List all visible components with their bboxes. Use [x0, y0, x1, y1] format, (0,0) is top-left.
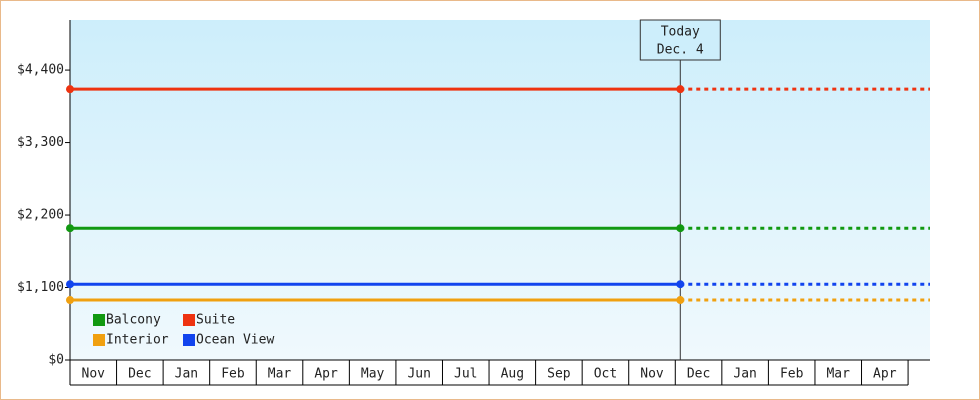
x-tick-label: Sep	[547, 367, 571, 382]
x-tick-label: Jun	[407, 367, 430, 382]
series-point	[66, 224, 74, 233]
y-tick-label: $3,300	[17, 135, 64, 150]
x-tick-label: Jan	[175, 367, 198, 382]
today-label: Dec. 4	[657, 43, 704, 58]
legend-label: Interior	[106, 333, 169, 348]
x-tick-label: Dec	[128, 367, 151, 382]
series-point	[676, 296, 685, 305]
x-tick-label: May	[361, 367, 385, 382]
y-tick-label: $4,400	[17, 63, 64, 78]
y-tick-label: $0	[48, 353, 64, 368]
plot-area	[70, 20, 930, 360]
legend-label: Suite	[196, 313, 235, 328]
series-point	[676, 85, 685, 94]
x-tick-label: Jan	[733, 367, 756, 382]
legend-label: Balcony	[106, 313, 161, 328]
x-tick-label: Mar	[268, 367, 292, 382]
x-tick-label: Apr	[314, 367, 338, 382]
today-label: Today	[661, 25, 700, 40]
x-tick-label: Aug	[501, 367, 524, 382]
x-tick-label: Apr	[873, 367, 897, 382]
legend-swatch	[93, 314, 105, 326]
series-point	[66, 296, 74, 305]
x-tick-label: Mar	[826, 367, 850, 382]
x-tick-label: Jul	[454, 367, 477, 382]
series-point	[66, 85, 74, 94]
x-tick-label: Oct	[594, 367, 617, 382]
x-tick-label: Nov	[82, 367, 106, 382]
legend-swatch	[93, 334, 105, 346]
legend-swatch	[183, 314, 195, 326]
legend-swatch	[183, 334, 195, 346]
x-tick-label: Nov	[640, 367, 664, 382]
series-point	[676, 224, 685, 233]
legend-label: Ocean View	[196, 333, 274, 348]
x-tick-label: Dec	[687, 367, 710, 382]
series-point	[66, 280, 74, 289]
x-tick-label: Feb	[221, 367, 245, 382]
y-tick-label: $2,200	[17, 208, 64, 223]
series-point	[676, 280, 685, 289]
y-tick-label: $1,100	[17, 280, 64, 295]
x-tick-label: Feb	[780, 367, 804, 382]
today-box	[639, 19, 721, 61]
